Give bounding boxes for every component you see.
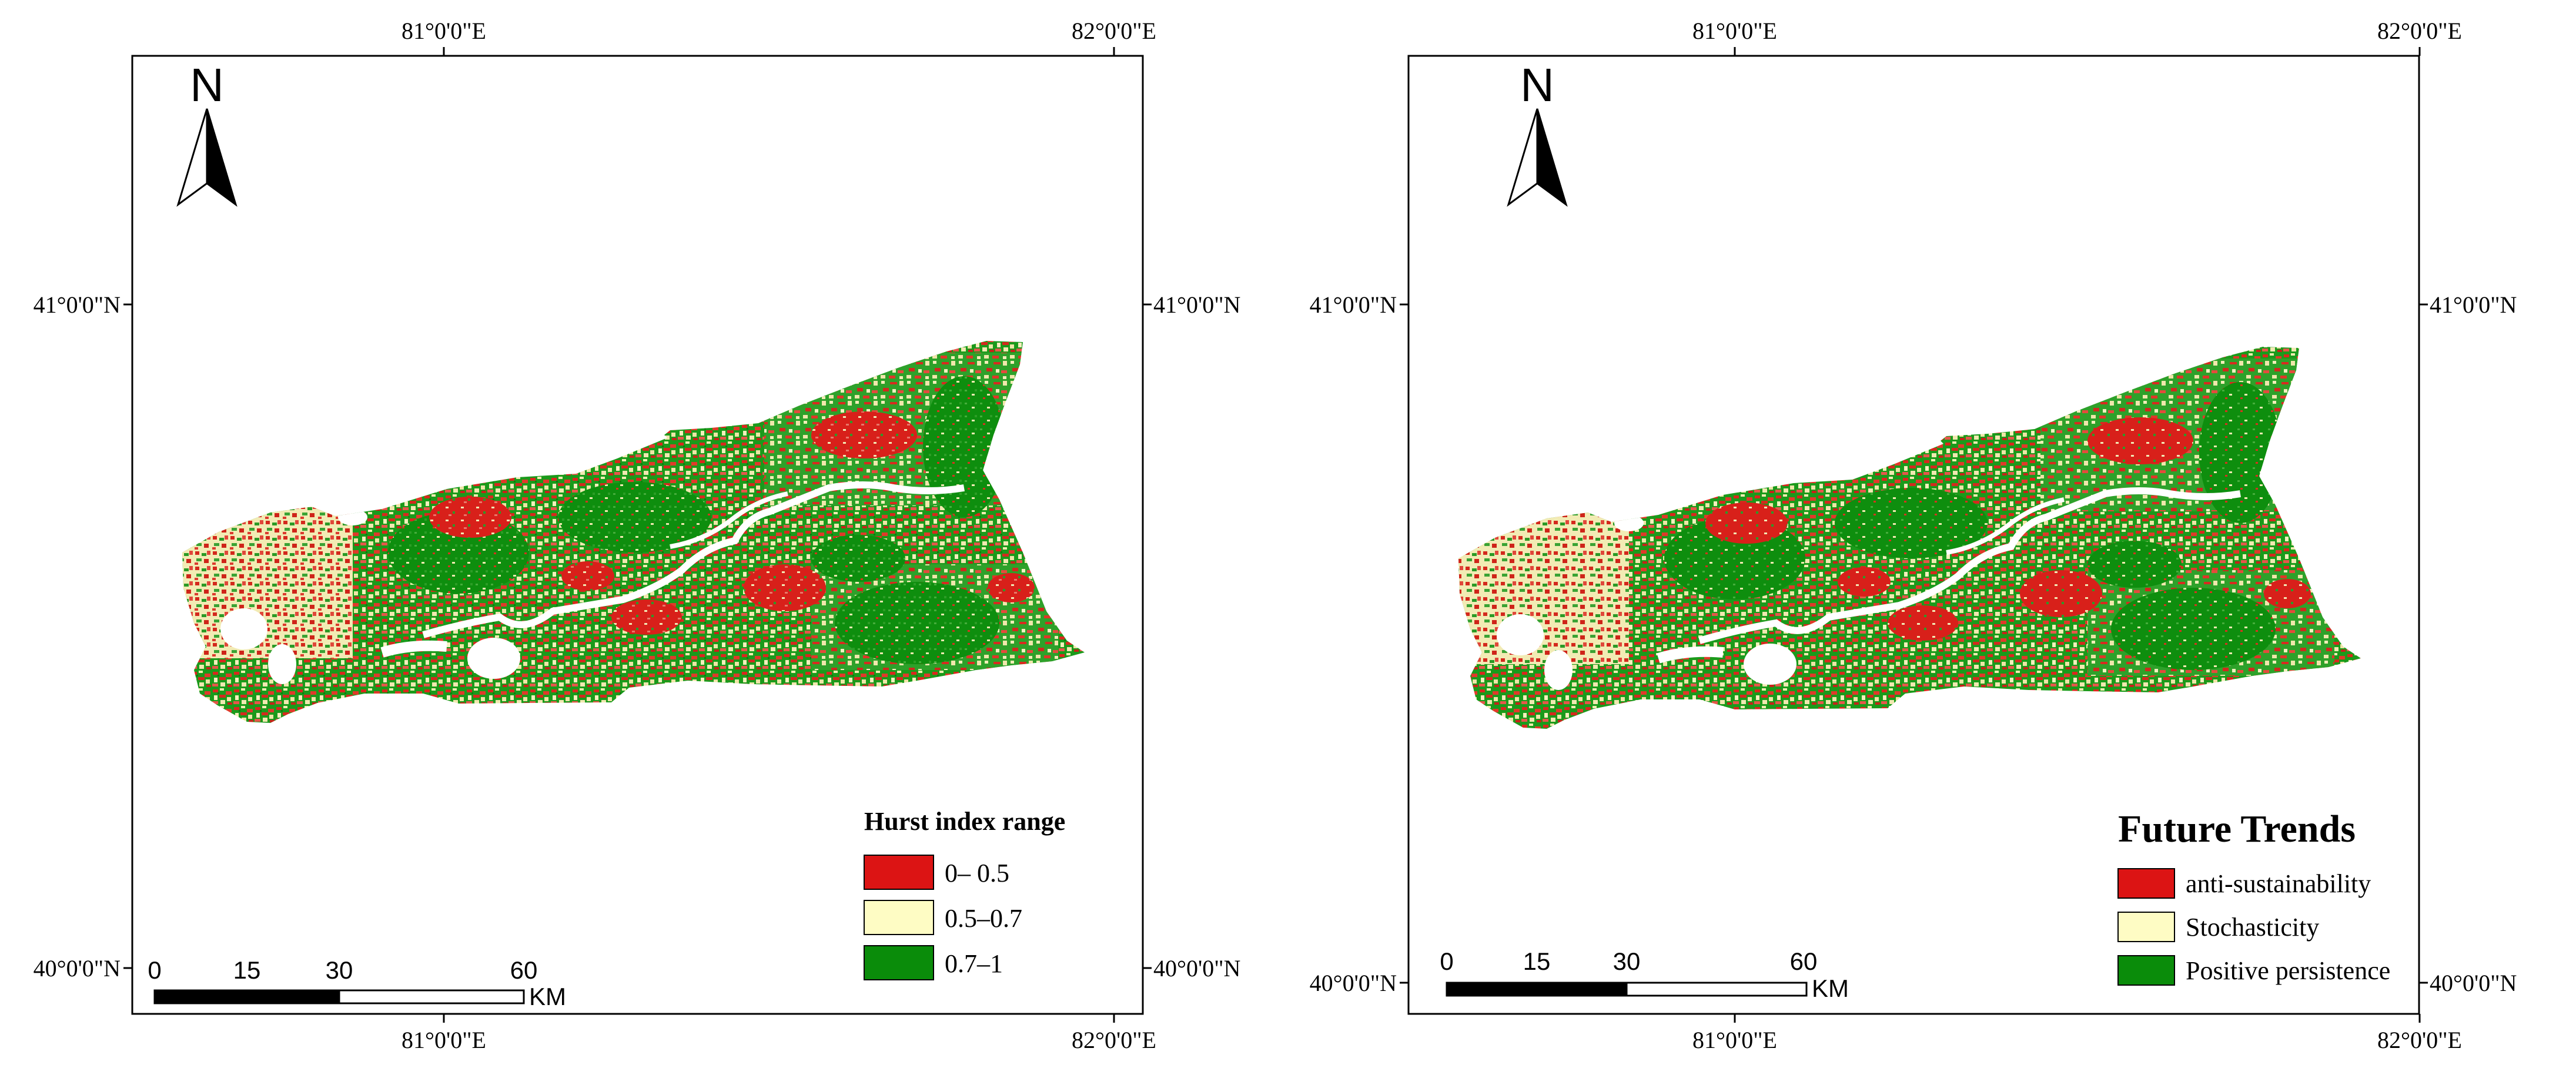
scale-unit-label: KM <box>529 983 566 1010</box>
top-lon-label: 82°0'0"E <box>2377 18 2462 44</box>
legend-title: Future Trends <box>2118 808 2356 850</box>
bottom-lon-label: 82°0'0"E <box>1072 1027 1156 1053</box>
bottom-lon-label: 81°0'0"E <box>1692 1027 1777 1053</box>
bottom-lon-label: 82°0'0"E <box>2377 1027 2462 1053</box>
scale-bar-filled-segment <box>153 989 340 1004</box>
legend-title: Hurst index range <box>864 807 1065 836</box>
bottom-lon-label: 81°0'0"E <box>402 1027 486 1053</box>
legend-swatch <box>864 945 934 980</box>
north-arrow-right-half-icon <box>206 108 237 207</box>
legend-item-label: Positive persistence <box>2186 956 2390 985</box>
scale-tick-label: 0 <box>148 956 161 984</box>
graticule-ticks <box>123 47 1152 1023</box>
left-lat-label: 41°0'0"N <box>34 292 121 318</box>
scale-tick-label: 15 <box>233 956 261 984</box>
right-lat-label: 40°0'0"N <box>2430 970 2517 996</box>
top-lon-label: 82°0'0"E <box>1072 18 1156 44</box>
left-lat-label: 40°0'0"N <box>1310 970 1397 996</box>
legend: Future Trends anti-sustainability Stocha… <box>2117 808 2390 986</box>
legend-item-label: 0– 0.5 <box>945 859 1009 888</box>
north-label: N <box>190 59 224 111</box>
scale-bar-filled-segment <box>1446 982 1628 997</box>
north-arrow-right-half-icon <box>1536 108 1568 207</box>
scale-bar: 0 15 30 60 KM <box>1440 947 1849 1002</box>
right-lat-label: 41°0'0"N <box>1153 292 1240 318</box>
graticule-ticks <box>1400 47 2428 1023</box>
scale-bar-empty-segment <box>338 989 525 1004</box>
north-label: N <box>1520 59 1554 111</box>
north-arrow: N <box>176 59 237 207</box>
top-lon-label: 81°0'0"E <box>1692 18 1777 44</box>
legend-swatch <box>2117 955 2175 986</box>
future-trends-map-panel: 81°0'0"E 82°0'0"E 81°0'0"E 82°0'0"E 41°0… <box>1288 0 2576 1075</box>
left-lat-label: 41°0'0"N <box>1310 292 1397 318</box>
legend-item-label: Stochasticity <box>2186 913 2319 942</box>
legend-item-label: 0.5–0.7 <box>945 904 1022 933</box>
scale-tick-label: 60 <box>510 956 538 984</box>
legend-item-label: anti-sustainability <box>2186 869 2371 898</box>
scale-tick-label: 15 <box>1523 947 1551 975</box>
legend-swatch <box>864 900 934 935</box>
legend-item-label: 0.7–1 <box>945 949 1003 978</box>
scale-bar-empty-segment <box>1625 982 1808 997</box>
legend-swatch <box>2117 912 2175 942</box>
top-lon-label: 81°0'0"E <box>402 18 486 44</box>
legend-swatch <box>2117 868 2175 899</box>
study-area-raster <box>1458 347 2361 729</box>
future-trends-map: 81°0'0"E 82°0'0"E 81°0'0"E 82°0'0"E 41°0… <box>1310 18 2517 1053</box>
scale-tick-label: 30 <box>1613 947 1641 975</box>
north-arrow: N <box>1507 59 1568 207</box>
scale-tick-label: 60 <box>1790 947 1818 975</box>
scale-bar: 0 15 30 60 KM <box>148 956 566 1010</box>
legend-swatch <box>864 855 934 890</box>
scale-unit-label: KM <box>1812 974 1849 1002</box>
left-lat-label: 40°0'0"N <box>34 955 121 982</box>
hurst-index-map-panel: 81°0'0"E 82°0'0"E 81°0'0"E 82°0'0"E 41°0… <box>34 18 1241 1053</box>
hurst-index-map: 81°0'0"E 82°0'0"E 81°0'0"E 82°0'0"E 41°0… <box>34 18 1241 1053</box>
scale-tick-label: 0 <box>1440 947 1453 975</box>
right-lat-label: 40°0'0"N <box>1153 955 1240 982</box>
scale-tick-label: 30 <box>326 956 353 984</box>
legend: Hurst index range 0– 0.5 0.5–0.7 0.7–1 <box>864 807 1065 980</box>
right-lat-label: 41°0'0"N <box>2430 292 2517 318</box>
